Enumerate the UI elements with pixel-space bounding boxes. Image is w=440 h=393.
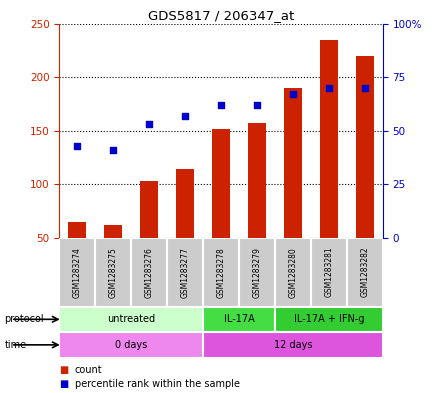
- Bar: [203, 307, 275, 332]
- Text: GSM1283274: GSM1283274: [73, 247, 82, 298]
- Text: GSM1283275: GSM1283275: [109, 247, 118, 298]
- Point: [253, 102, 260, 108]
- Bar: [59, 307, 203, 332]
- Text: 0 days: 0 days: [115, 340, 147, 350]
- Point: [326, 85, 333, 91]
- Text: IL-17A: IL-17A: [224, 314, 254, 324]
- Bar: [167, 238, 203, 307]
- Text: GSM1283276: GSM1283276: [145, 247, 154, 298]
- Bar: [347, 238, 383, 307]
- Text: ■: ■: [59, 379, 69, 389]
- Bar: [95, 238, 131, 307]
- Text: GSM1283281: GSM1283281: [324, 247, 334, 298]
- Text: count: count: [75, 365, 103, 375]
- Bar: [248, 123, 266, 238]
- Bar: [284, 88, 302, 238]
- Text: percentile rank within the sample: percentile rank within the sample: [75, 379, 240, 389]
- Text: GSM1283280: GSM1283280: [289, 247, 297, 298]
- Bar: [203, 332, 383, 358]
- Text: protocol: protocol: [4, 314, 44, 324]
- Point: [361, 85, 368, 91]
- Bar: [59, 332, 203, 358]
- Text: IL-17A + IFN-g: IL-17A + IFN-g: [293, 314, 364, 324]
- Bar: [239, 238, 275, 307]
- Bar: [275, 307, 383, 332]
- Bar: [59, 238, 95, 307]
- Title: GDS5817 / 206347_at: GDS5817 / 206347_at: [148, 9, 294, 22]
- Text: untreated: untreated: [107, 314, 155, 324]
- Text: GSM1283279: GSM1283279: [253, 247, 261, 298]
- Point: [110, 147, 117, 153]
- Point: [146, 121, 153, 127]
- Bar: [140, 181, 158, 238]
- Bar: [356, 56, 374, 238]
- Text: GSM1283282: GSM1283282: [360, 247, 369, 298]
- Point: [74, 143, 81, 149]
- Point: [182, 112, 189, 119]
- Text: time: time: [4, 340, 26, 350]
- Point: [218, 102, 225, 108]
- Text: GSM1283277: GSM1283277: [181, 247, 190, 298]
- Bar: [212, 129, 230, 238]
- Bar: [311, 238, 347, 307]
- Bar: [275, 238, 311, 307]
- Bar: [68, 222, 86, 238]
- Bar: [320, 40, 338, 238]
- Text: ■: ■: [59, 365, 69, 375]
- Bar: [203, 238, 239, 307]
- Text: 12 days: 12 days: [274, 340, 312, 350]
- Bar: [131, 238, 167, 307]
- Bar: [104, 225, 122, 238]
- Point: [290, 91, 297, 97]
- Text: GSM1283278: GSM1283278: [216, 247, 226, 298]
- Bar: [176, 169, 194, 238]
